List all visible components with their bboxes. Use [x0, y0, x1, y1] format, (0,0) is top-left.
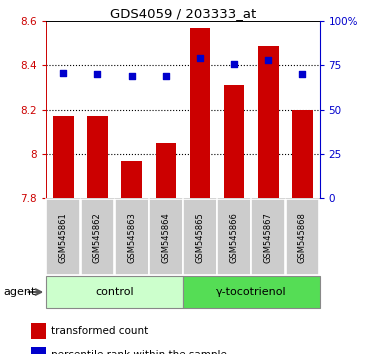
Text: control: control	[95, 287, 134, 297]
Bar	[31, 347, 46, 354]
Bar	[292, 110, 313, 198]
FancyBboxPatch shape	[80, 199, 114, 275]
Point	[129, 73, 135, 79]
Text: GSM545865: GSM545865	[196, 212, 204, 263]
FancyBboxPatch shape	[251, 199, 285, 275]
Text: γ-tocotrienol: γ-tocotrienol	[216, 287, 286, 297]
Text: transformed count: transformed count	[51, 326, 148, 336]
Point	[231, 61, 237, 67]
FancyBboxPatch shape	[46, 276, 183, 308]
Bar	[31, 323, 46, 339]
Text: GSM545864: GSM545864	[161, 212, 170, 263]
Text: GSM545861: GSM545861	[59, 212, 68, 263]
Title: GDS4059 / 203333_at: GDS4059 / 203333_at	[110, 7, 256, 20]
Point	[300, 72, 306, 77]
FancyBboxPatch shape	[286, 199, 320, 275]
Point	[163, 73, 169, 79]
Bar	[121, 161, 142, 198]
Bar	[224, 85, 244, 198]
Point	[265, 57, 271, 63]
Bar	[258, 46, 279, 198]
Text: GSM545866: GSM545866	[229, 212, 239, 263]
Bar	[156, 143, 176, 198]
Text: agent: agent	[4, 287, 36, 297]
FancyBboxPatch shape	[46, 199, 80, 275]
FancyBboxPatch shape	[183, 276, 320, 308]
Text: GSM545868: GSM545868	[298, 212, 307, 263]
FancyBboxPatch shape	[149, 199, 183, 275]
FancyBboxPatch shape	[183, 199, 217, 275]
Text: GSM545867: GSM545867	[264, 212, 273, 263]
Bar	[53, 116, 74, 198]
Text: percentile rank within the sample: percentile rank within the sample	[51, 350, 227, 354]
Point	[94, 72, 100, 77]
Text: GSM545863: GSM545863	[127, 212, 136, 263]
FancyBboxPatch shape	[217, 199, 251, 275]
Bar	[87, 116, 108, 198]
Bar	[190, 28, 210, 198]
FancyBboxPatch shape	[115, 199, 149, 275]
Point	[60, 70, 66, 75]
Point	[197, 56, 203, 61]
Text: GSM545862: GSM545862	[93, 212, 102, 263]
